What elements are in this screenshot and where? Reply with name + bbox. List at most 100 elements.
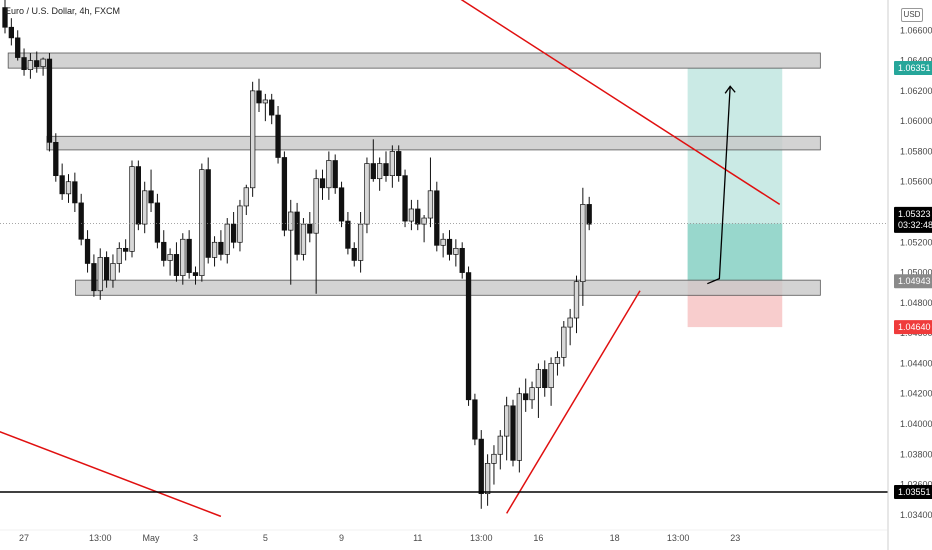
candle[interactable] — [91, 254, 97, 297]
candle[interactable] — [103, 251, 110, 288]
candle[interactable] — [269, 93, 275, 125]
candle[interactable] — [357, 212, 364, 273]
trend-line[interactable] — [0, 424, 222, 518]
candle[interactable] — [275, 106, 281, 164]
candle[interactable] — [338, 181, 345, 228]
candle[interactable] — [27, 53, 34, 79]
projection-arrow[interactable] — [707, 86, 731, 285]
candle[interactable] — [281, 151, 288, 237]
candle[interactable] — [192, 266, 199, 285]
candle[interactable] — [300, 218, 307, 261]
candle[interactable] — [459, 242, 465, 279]
candle[interactable] — [84, 230, 91, 273]
candle[interactable] — [510, 399, 516, 467]
candle[interactable] — [167, 248, 173, 276]
candle[interactable] — [65, 174, 72, 203]
candle[interactable] — [78, 193, 84, 246]
candle[interactable] — [516, 387, 522, 473]
candle[interactable] — [97, 248, 103, 300]
candle[interactable] — [535, 363, 542, 418]
candle[interactable] — [332, 154, 338, 194]
candle[interactable] — [326, 151, 332, 200]
candle[interactable] — [561, 321, 567, 367]
candle[interactable] — [8, 18, 15, 46]
candle[interactable] — [256, 78, 262, 113]
candle[interactable] — [478, 430, 484, 509]
candle[interactable] — [180, 233, 186, 285]
candle[interactable] — [199, 163, 205, 282]
candle[interactable] — [529, 381, 535, 409]
candle[interactable] — [542, 360, 548, 397]
candle[interactable] — [224, 218, 230, 264]
candle[interactable] — [72, 172, 78, 212]
candle[interactable] — [440, 233, 446, 258]
candle[interactable] — [491, 445, 497, 485]
candle[interactable] — [15, 30, 21, 61]
candle[interactable] — [122, 239, 129, 261]
candle[interactable] — [377, 157, 383, 191]
candle[interactable] — [154, 193, 161, 249]
candle[interactable] — [586, 196, 592, 231]
candle[interactable] — [129, 160, 135, 258]
candle[interactable] — [40, 57, 46, 76]
candle[interactable] — [173, 242, 180, 282]
sr-zone[interactable] — [7, 52, 821, 69]
candle[interactable] — [230, 212, 237, 249]
candle[interactable] — [421, 215, 427, 243]
candle[interactable] — [472, 393, 478, 446]
candle[interactable] — [351, 242, 357, 267]
candle[interactable] — [408, 199, 415, 231]
candle[interactable] — [186, 230, 192, 279]
candle[interactable] — [237, 199, 243, 252]
candle[interactable] — [21, 48, 27, 76]
candle[interactable] — [218, 230, 224, 261]
candle[interactable] — [205, 157, 211, 264]
candle[interactable] — [396, 145, 402, 182]
candle[interactable] — [523, 378, 529, 412]
candle[interactable] — [46, 53, 53, 152]
candle[interactable] — [262, 93, 268, 122]
candle[interactable] — [504, 396, 510, 461]
candle[interactable] — [148, 169, 154, 212]
candle[interactable] — [427, 157, 434, 228]
candle[interactable] — [135, 160, 142, 231]
candle[interactable] — [370, 139, 376, 182]
sr-zone[interactable] — [46, 135, 821, 151]
sr-zone[interactable] — [75, 279, 821, 296]
candle[interactable] — [465, 266, 472, 406]
candle[interactable] — [2, 0, 8, 34]
candle[interactable] — [554, 351, 561, 376]
candle[interactable] — [110, 254, 116, 288]
candle[interactable] — [497, 430, 503, 470]
candle[interactable] — [484, 454, 491, 506]
candle[interactable] — [142, 181, 148, 234]
candle[interactable] — [345, 212, 351, 255]
currency-button[interactable]: USD — [901, 8, 923, 22]
candle[interactable] — [59, 163, 65, 200]
trend-line[interactable] — [443, 0, 781, 206]
candle[interactable] — [580, 187, 586, 306]
candle[interactable] — [319, 169, 326, 200]
candle[interactable] — [402, 169, 408, 228]
candle[interactable] — [383, 151, 389, 182]
candle[interactable] — [567, 308, 573, 346]
candle[interactable] — [364, 157, 370, 234]
candle[interactable] — [288, 199, 294, 285]
candle[interactable] — [211, 236, 218, 267]
candle[interactable] — [389, 145, 395, 188]
candle[interactable] — [453, 239, 459, 267]
candle[interactable] — [548, 357, 554, 406]
candle[interactable] — [446, 230, 453, 261]
candle[interactable] — [116, 242, 122, 273]
candle[interactable] — [313, 169, 319, 294]
candle[interactable] — [415, 199, 421, 231]
candle[interactable] — [307, 212, 313, 243]
candle[interactable] — [434, 181, 440, 252]
candle[interactable] — [53, 133, 59, 182]
trend-line[interactable] — [506, 290, 641, 514]
candle[interactable] — [34, 51, 40, 73]
candle[interactable] — [161, 230, 167, 267]
candle[interactable] — [250, 81, 256, 197]
